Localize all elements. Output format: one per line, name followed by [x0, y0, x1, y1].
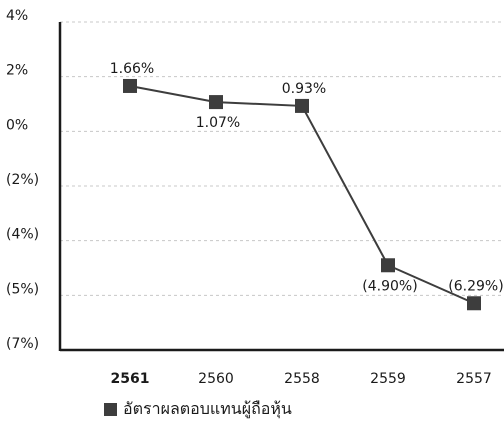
data-point [467, 296, 481, 311]
legend-swatch [104, 403, 117, 416]
y-tick-label: 0% [6, 117, 28, 133]
x-tick-label: 2558 [284, 371, 320, 387]
x-tick-label: 2557 [456, 371, 492, 387]
y-tick-label: (2%) [6, 172, 39, 188]
y-tick-label: 2% [6, 63, 28, 79]
data-label: (6.29%) [448, 278, 503, 294]
data-point [123, 78, 137, 93]
data-label: (4.90%) [362, 278, 417, 294]
y-tick-label: (5%) [6, 281, 39, 297]
data-label: 1.66% [110, 61, 154, 77]
chart-legend: อัตราผลตอบแทนผู้ถือหุ้น [104, 397, 292, 422]
y-tick-label: (7%) [6, 336, 39, 352]
data-point [209, 95, 223, 110]
data-label: 0.93% [282, 81, 326, 97]
x-tick-label: 2560 [198, 371, 234, 387]
data-point [381, 258, 395, 273]
x-tick-label: 2561 [111, 371, 150, 387]
x-tick-label: 2559 [370, 371, 406, 387]
y-tick-label: 4% [6, 8, 28, 24]
data-point [295, 98, 309, 113]
series-line [129, 84, 475, 305]
y-tick-label: (4%) [6, 227, 39, 243]
data-label: 1.07% [196, 115, 240, 131]
legend-label: อัตราผลตอบแทนผู้ถือหุ้น [123, 399, 292, 418]
